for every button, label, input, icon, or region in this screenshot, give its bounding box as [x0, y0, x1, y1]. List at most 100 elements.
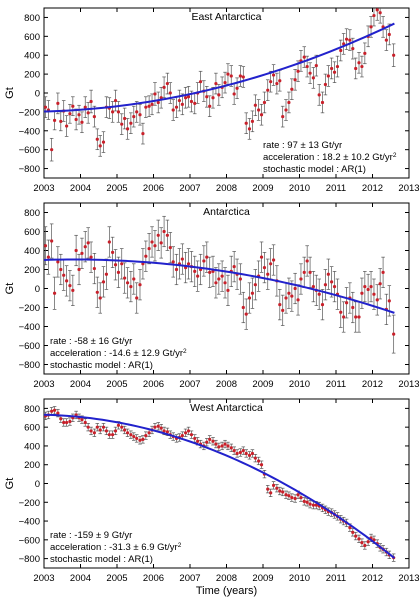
- data-layer: [44, 215, 396, 354]
- x-tick-label: 2012: [362, 379, 383, 390]
- data-point: [59, 417, 63, 421]
- data-point: [299, 277, 303, 281]
- data-point: [323, 283, 328, 287]
- data-point: [162, 429, 166, 433]
- data-point: [311, 76, 315, 80]
- data-point: [387, 299, 391, 303]
- data-point: [351, 47, 355, 51]
- data-point: [68, 112, 72, 116]
- data-point: [180, 257, 184, 261]
- y-tick-label: 400: [24, 441, 40, 452]
- data-point: [284, 108, 288, 112]
- x-tick-label: 2010: [289, 379, 310, 390]
- y-tick-label: −400: [19, 517, 40, 528]
- data-point: [238, 450, 242, 455]
- data-point: [147, 104, 151, 108]
- data-point: [165, 430, 169, 434]
- data-point: [238, 74, 242, 78]
- data-point: [123, 428, 127, 432]
- data-point: [284, 493, 288, 497]
- data-point: [317, 292, 321, 296]
- data-point: [193, 436, 197, 441]
- data-point: [107, 433, 111, 437]
- data-point: [162, 229, 166, 234]
- data-point: [153, 425, 157, 429]
- data-point: [86, 241, 90, 245]
- data-point: [123, 276, 127, 280]
- data-point: [339, 48, 343, 53]
- x-tick-label: 2013: [398, 379, 419, 390]
- data-point: [232, 92, 236, 96]
- data-point: [247, 296, 252, 300]
- data-point: [74, 248, 78, 253]
- data-point: [159, 241, 163, 245]
- data-point: [50, 409, 54, 413]
- data-point: [314, 64, 318, 68]
- data-point: [296, 69, 300, 73]
- data-point: [56, 101, 60, 105]
- annotation-text: rate : -58 ± 16 Gt/yr: [50, 336, 132, 347]
- data-point: [372, 13, 376, 18]
- data-point: [113, 263, 118, 267]
- data-point: [342, 315, 346, 319]
- data-point: [308, 270, 312, 274]
- x-tick-label: 2004: [70, 379, 91, 390]
- y-tick-label: 0: [35, 479, 40, 490]
- data-point: [150, 102, 154, 106]
- x-tick-label: 2003: [33, 379, 54, 390]
- data-point: [229, 74, 233, 78]
- annotation-text: stochastic model : AR(1): [50, 554, 153, 565]
- data-point: [189, 99, 194, 104]
- data-point: [46, 255, 50, 259]
- data-point: [290, 294, 294, 298]
- data-point: [392, 53, 396, 57]
- data-point: [95, 425, 99, 429]
- data-point: [287, 291, 291, 295]
- x-tick-label: 2007: [179, 379, 200, 390]
- x-tick-label: 2006: [143, 573, 164, 584]
- data-point: [56, 411, 60, 415]
- data-point: [357, 537, 361, 541]
- data-point: [186, 262, 191, 266]
- data-point: [351, 530, 355, 534]
- data-point: [253, 283, 257, 287]
- data-point: [360, 541, 364, 545]
- data-point: [259, 255, 264, 259]
- panel-title: Antarctica: [203, 206, 250, 218]
- data-point: [174, 267, 179, 272]
- data-point: [184, 431, 188, 435]
- data-point: [111, 433, 115, 437]
- data-point: [132, 434, 136, 439]
- data-point: [101, 280, 106, 284]
- y-tick-label: 800: [24, 404, 40, 415]
- data-point: [269, 491, 273, 495]
- data-point: [363, 51, 367, 55]
- data-point: [89, 99, 93, 104]
- data-point: [86, 111, 90, 115]
- data-point: [241, 75, 245, 79]
- data-point: [229, 446, 233, 450]
- x-tick-label: 2012: [362, 183, 383, 194]
- data-point: [135, 436, 139, 441]
- data-point: [95, 290, 99, 294]
- data-point: [180, 102, 184, 106]
- x-tick-label: 2005: [106, 183, 127, 194]
- data-point: [83, 420, 87, 425]
- y-tick-label: −400: [19, 322, 40, 333]
- data-point: [205, 255, 209, 259]
- data-point: [162, 85, 166, 89]
- data-point: [186, 429, 191, 433]
- data-point: [214, 81, 218, 86]
- data-point: [369, 25, 373, 29]
- data-point: [339, 310, 343, 314]
- data-point: [226, 72, 230, 76]
- data-point: [235, 86, 239, 90]
- data-point: [271, 483, 276, 487]
- x-axis-label: Time (years): [196, 585, 257, 597]
- data-point: [65, 124, 69, 128]
- data-point: [62, 420, 66, 425]
- data-point: [278, 303, 282, 307]
- data-point: [101, 140, 106, 144]
- data-point: [217, 277, 221, 281]
